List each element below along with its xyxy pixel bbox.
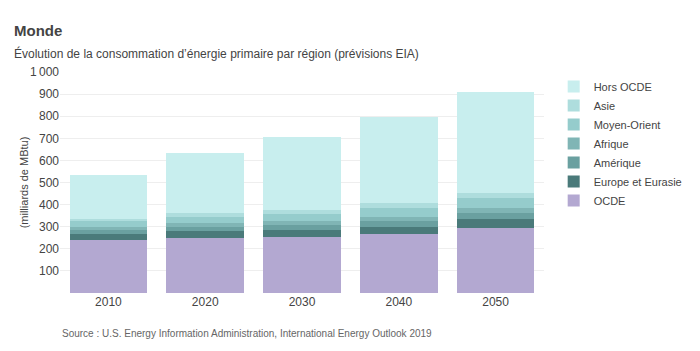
svg-text:2050: 2050 xyxy=(482,295,509,309)
svg-text:Asie: Asie xyxy=(594,100,615,112)
svg-text:2030: 2030 xyxy=(289,295,316,309)
svg-text:1 000: 1 000 xyxy=(30,65,59,79)
svg-text:Afrique: Afrique xyxy=(594,138,629,150)
svg-text:Amérique: Amérique xyxy=(594,157,641,169)
svg-text:600: 600 xyxy=(39,154,59,168)
svg-text:OCDE: OCDE xyxy=(594,195,626,207)
svg-text:2010: 2010 xyxy=(95,295,122,309)
svg-text:2040: 2040 xyxy=(385,295,412,309)
svg-text:(milliards de MBtu): (milliards de MBtu) xyxy=(18,137,30,229)
svg-text:Hors OCDE: Hors OCDE xyxy=(594,81,652,93)
svg-text:900: 900 xyxy=(39,87,59,101)
svg-text:Monde: Monde xyxy=(14,22,62,39)
svg-text:400: 400 xyxy=(39,198,59,212)
svg-text:800: 800 xyxy=(39,109,59,123)
svg-text:2020: 2020 xyxy=(192,295,219,309)
svg-text:Moyen-Orient: Moyen-Orient xyxy=(594,119,661,131)
svg-text:500: 500 xyxy=(39,176,59,190)
svg-text:Europe et Eurasie: Europe et Eurasie xyxy=(594,176,682,188)
svg-text:Évolution de la consommation d: Évolution de la consommation d’énergie p… xyxy=(14,46,419,61)
svg-text:Source : U.S. Energy Informati: Source : U.S. Energy Information Adminis… xyxy=(62,328,432,339)
svg-text:300: 300 xyxy=(39,220,59,234)
svg-text:100: 100 xyxy=(39,264,59,278)
svg-text:200: 200 xyxy=(39,242,59,256)
svg-text:700: 700 xyxy=(39,132,59,146)
